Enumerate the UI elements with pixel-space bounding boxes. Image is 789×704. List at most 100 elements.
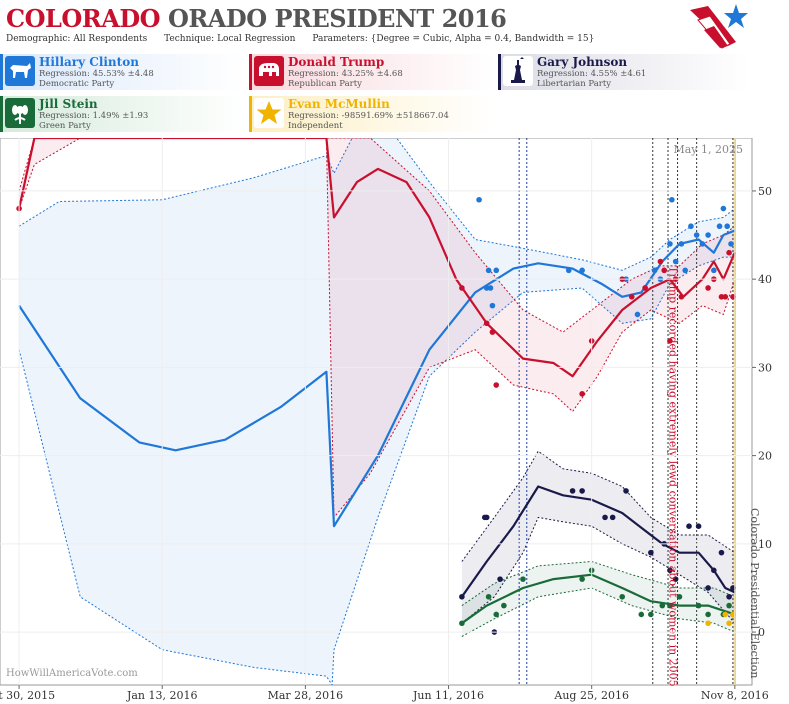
poll-point-gary-johnson <box>602 514 608 521</box>
trend-line-gary-johnson <box>460 485 736 598</box>
candidate-regression: Regression: 43.25% ±4.68 <box>288 69 403 79</box>
current-date-label: May 1, 2025 <box>673 143 743 156</box>
candidate-card-stein[interactable]: Jill Stein Regression: 1.49% ±1.93 Green… <box>0 96 246 132</box>
poll-point-donald-trump <box>667 338 673 344</box>
x-tick-label: Oct 30, 2015 <box>0 689 55 702</box>
x-tick-label: Nov 8, 2016 <box>701 689 769 702</box>
poll-point-gary-johnson <box>623 488 629 494</box>
poll-point-hillary-clinton <box>493 267 500 274</box>
poll-point-hillary-clinton <box>489 302 496 309</box>
page-title: COLORADO ORADO PRESIDENT 2016 <box>6 4 507 33</box>
star-icon <box>254 98 284 128</box>
demographic-value: All Respondents <box>73 34 148 44</box>
lower-bound-gary-johnson <box>461 516 736 624</box>
y-tick-label: 30 <box>758 361 772 374</box>
poll-point-jill-stein <box>485 593 492 600</box>
poll-point-gary-johnson <box>695 523 702 529</box>
poll-point-evan-mcmullin <box>730 611 736 618</box>
poll-point-jill-stein <box>648 611 654 618</box>
poll-point-gary-johnson <box>459 593 465 600</box>
candidate-party: Libertarian Party <box>537 79 612 89</box>
poll-point-hillary-clinton <box>728 241 734 247</box>
event-annotation: Trump recorded having extremely lewd con… <box>667 266 680 687</box>
upper-bound-donald-trump <box>18 138 736 333</box>
poll-point-gary-johnson <box>705 585 711 591</box>
poll-point-gary-johnson <box>609 514 616 521</box>
poll-point-gary-johnson <box>497 576 503 582</box>
polling-chart: Trump recorded having extremely lewd con… <box>0 138 772 702</box>
poll-point-donald-trump <box>678 294 685 300</box>
poll-point-hillary-clinton <box>476 196 482 203</box>
candidate-name: Hillary Clinton <box>39 55 139 69</box>
poll-point-hillary-clinton <box>579 267 585 274</box>
candidate-party: Democratic Party <box>39 79 115 89</box>
candidate-regression: Regression: 4.55% ±4.61 <box>537 69 647 79</box>
poll-point-gary-johnson <box>569 488 576 494</box>
upper-bound-hillary-clinton <box>18 138 736 271</box>
candidate-card-clinton[interactable]: Hillary Clinton Regression: 45.53% ±4.48… <box>0 54 246 90</box>
x-tick-label: Aug 25, 2016 <box>553 689 629 702</box>
candidate-regression: Regression: 45.53% ±4.48 <box>39 69 154 79</box>
poll-point-jill-stein <box>459 620 465 627</box>
poll-point-donald-trump <box>722 294 729 300</box>
poll-point-jill-stein <box>726 602 732 609</box>
band-jill-stein <box>461 561 735 637</box>
poll-point-hillary-clinton <box>682 267 688 274</box>
poll-point-evan-mcmullin <box>722 611 729 618</box>
poll-point-donald-trump <box>642 285 648 291</box>
candidate-regression: Regression: 1.49% ±1.93 <box>39 111 149 121</box>
candidate-party: Green Party <box>39 121 91 131</box>
candidate-name: Gary Johnson <box>537 55 628 69</box>
technique-value: Local Regression <box>217 34 296 44</box>
y-tick-label: 40 <box>758 273 772 286</box>
poll-point-gary-johnson <box>483 514 490 521</box>
poll-point-hillary-clinton <box>724 223 730 230</box>
parameters-label: Parameters: <box>312 34 368 44</box>
poll-point-hillary-clinton <box>678 241 685 247</box>
poll-point-gary-johnson <box>648 549 654 556</box>
x-tick-label: Mar 28, 2016 <box>268 689 344 702</box>
poll-point-donald-trump <box>657 258 664 265</box>
donkey-icon <box>5 56 35 86</box>
poll-point-hillary-clinton <box>711 267 717 274</box>
title-state: COLORADO <box>6 4 161 33</box>
poll-point-gary-johnson <box>726 593 732 600</box>
poll-point-hillary-clinton <box>487 285 494 291</box>
poll-point-hillary-clinton <box>705 232 711 238</box>
poll-point-jill-stein <box>638 611 645 618</box>
candidate-name: Jill Stein <box>39 97 98 111</box>
poll-point-hillary-clinton <box>699 241 706 247</box>
flower-icon <box>5 98 35 128</box>
poll-point-donald-trump <box>483 320 490 327</box>
poll-point-donald-trump <box>726 249 732 256</box>
poll-point-hillary-clinton <box>716 223 723 230</box>
candidate-card-trump[interactable]: Donald Trump Regression: 43.25% ±4.68 Re… <box>249 54 495 90</box>
candidate-card-johnson[interactable]: Gary Johnson Regression: 4.55% ±4.61 Lib… <box>498 54 748 90</box>
poll-point-jill-stein <box>667 602 673 609</box>
band-gary-johnson <box>461 451 735 624</box>
candidate-party: Independent <box>288 121 343 131</box>
trend-line-jill-stein <box>461 573 736 625</box>
poll-point-donald-trump <box>628 294 635 300</box>
technique-label: Technique: <box>164 34 215 44</box>
poll-point-donald-trump <box>459 285 465 291</box>
poll-point-jill-stein <box>659 602 666 609</box>
watermark: HowWillAmericaVote.com <box>6 668 138 679</box>
election-annotation: Colorado Presidential Election <box>748 508 761 679</box>
poll-point-hillary-clinton <box>720 205 727 212</box>
poll-point-hillary-clinton <box>688 223 694 230</box>
poll-point-hillary-clinton <box>667 241 673 247</box>
poll-point-gary-johnson <box>579 488 585 494</box>
lower-bound-hillary-clinton <box>18 256 735 685</box>
poll-point-donald-trump <box>705 285 711 291</box>
poll-point-gary-johnson <box>718 549 725 556</box>
candidate-card-mcmullin[interactable]: Evan McMullin Regression: -98591.69% ±51… <box>249 96 495 132</box>
poll-point-jill-stein <box>579 576 585 582</box>
candidate-name: Donald Trump <box>288 55 385 69</box>
poll-point-evan-mcmullin <box>726 620 732 627</box>
poll-point-donald-trump <box>493 382 500 388</box>
lower-bound-jill-stein <box>461 587 735 637</box>
lower-bound-donald-trump <box>18 138 736 519</box>
poll-point-hillary-clinton <box>565 267 572 274</box>
poll-point-jill-stein <box>493 611 500 618</box>
